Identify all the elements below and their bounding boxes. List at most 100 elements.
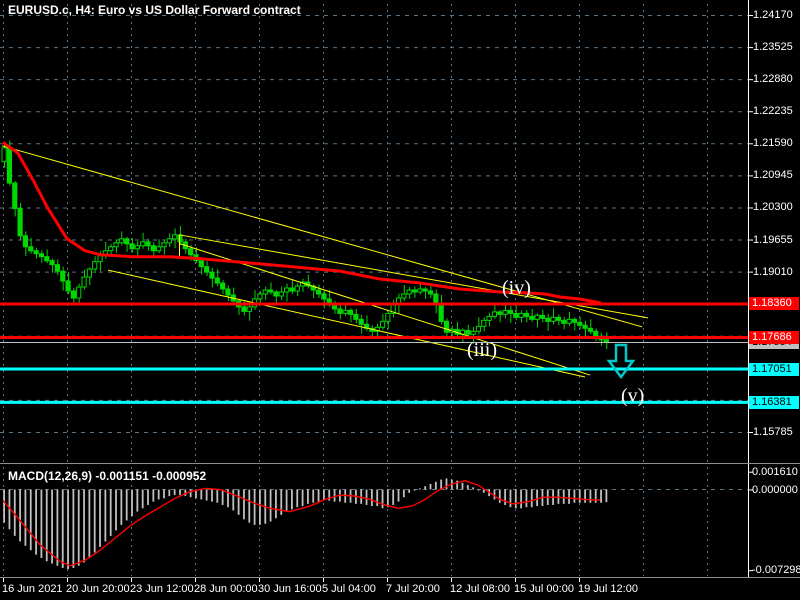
macd-histogram-bar [3,489,5,523]
macd-histogram-bar [536,489,538,507]
macd-histogram-bar [227,489,229,508]
macd-histogram-bar [120,489,123,525]
candle-body [268,289,274,293]
candle-body [347,309,354,315]
price-axis-label: 1.20945 [753,169,793,182]
candle-body [172,234,178,240]
candle-body [156,246,162,252]
candle-body [379,320,386,328]
macd-histogram-bar [115,489,117,531]
macd-histogram-bar [360,489,363,504]
candle-body [49,260,55,266]
price-axis-label: 1.22235 [753,105,793,118]
candle-body [465,329,471,335]
candle-body [161,242,167,248]
macd-histogram-bar [104,489,107,542]
candle-body [6,147,13,184]
candle-body [513,312,519,318]
price-axis-label: 1.22880 [753,73,793,86]
candle-body [534,314,540,320]
time-axis-label: 15 Jul 00:00 [514,583,574,595]
macd-histogram-bar [163,489,165,499]
macd-histogram-bar [8,489,11,530]
candle-body [561,319,567,324]
candle-body [38,253,45,258]
time-axis-label: 30 Jun 16:00 [258,583,322,595]
candle-body [150,245,156,252]
candle-body [539,314,546,319]
candle-body [108,246,114,252]
price-axis-label: 1.21590 [753,137,793,150]
macd-histogram-bar [195,489,197,499]
candle-body [529,315,535,320]
macd-histogram-bar [466,485,469,490]
candle-body [486,315,492,321]
candle-body [97,255,103,263]
price-axis-label: 1.19655 [753,233,793,246]
candle-body [188,248,194,256]
candle-body [571,318,578,323]
chart-title: EURUSD.c, H4: Euro vs US Dollar Forward … [8,3,301,17]
macd-histogram-bar [291,489,293,510]
macd-histogram-bar [365,489,368,505]
macd-histogram-bar [504,489,507,505]
macd-histogram-bar [562,489,565,504]
trendline [179,243,591,376]
macd-histogram-bar [477,489,480,491]
macd-histogram-bar [29,489,32,551]
macd-histogram-bar [402,489,405,498]
macd-histogram-bar [578,489,581,503]
price-axis-label: 1.19010 [753,265,793,278]
time-axis-label: 23 Jun 12:00 [130,583,194,595]
candle-body [44,256,50,262]
time-axis-label: 16 Jun 2021 [2,583,63,595]
candle-body [406,289,412,295]
candle-body [342,309,348,314]
macd-histogram-bar [211,489,213,502]
macd-histogram-bar [136,489,139,512]
candle-body [140,241,146,247]
candle-body [17,207,23,237]
candle-body [417,288,423,293]
macd-histogram-bar [275,489,277,519]
macd-signal-line [2,479,601,567]
macd-histogram-bar [19,489,21,542]
macd-histogram-bar [312,489,315,503]
macd-histogram-bar [184,489,187,497]
macd-axis-label: 0.000000 [752,483,798,496]
candle-body [76,286,82,299]
candle-body [118,238,124,244]
candle-body [124,238,130,245]
candle-body [502,309,508,315]
macd-histogram-bar [514,489,517,509]
candle-body [33,250,39,255]
macd-histogram-bar [594,489,597,503]
macd-histogram-bar [317,489,320,502]
macd-histogram-bar [72,489,75,568]
macd-histogram-bar [56,489,59,566]
price-axis-label: 1.20300 [753,201,793,214]
candle-body [507,309,514,314]
candle-body [204,266,210,273]
candle-body [337,308,343,314]
macd-histogram-bar [280,489,283,515]
price-axis-label: 1.15785 [753,426,793,438]
candle-body [566,318,572,324]
trendline [1,145,643,328]
candle-body [225,288,231,296]
candle-body [198,260,204,268]
macd-histogram-bar [157,489,160,500]
macd-histogram-bar [307,489,309,504]
macd-histogram-bar [456,480,459,490]
macd-histogram-bar [461,482,464,490]
macd-histogram-bar [93,489,96,553]
macd-histogram-bar [51,489,53,564]
macd-histogram-bar [530,489,533,508]
candle-body [385,312,391,322]
elliott-wave-label-iii: (iii) [467,339,497,361]
candle-body [315,289,322,295]
candle-body [241,306,247,312]
macd-histogram-bar [520,489,523,509]
